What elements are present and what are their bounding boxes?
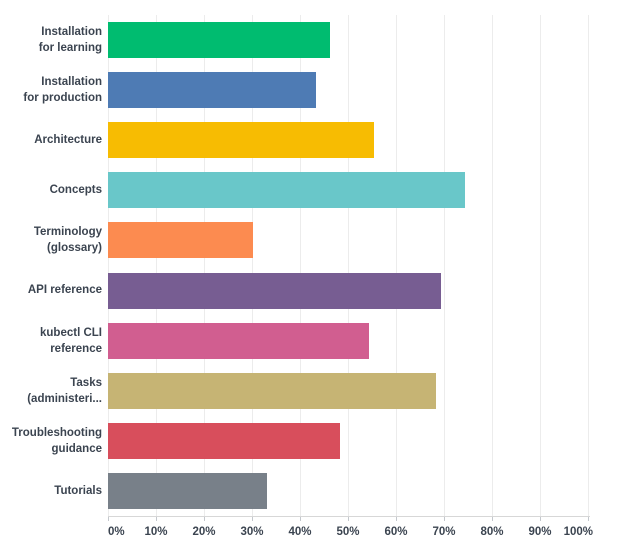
- bar[interactable]: [108, 122, 374, 159]
- x-axis-tick-label: 50%: [336, 526, 360, 538]
- x-axis-tick-labels: 0% 10% 20% 30% 40% 50% 60% 70% 80% 90% 100%: [108, 526, 593, 542]
- tick-mark: [396, 517, 397, 521]
- tick-mark: [348, 517, 349, 521]
- gridline: [587, 15, 589, 516]
- x-axis-tick-label: 90%: [528, 526, 552, 538]
- x-axis-tick-label: 70%: [432, 526, 456, 538]
- x-axis-tick-label: 40%: [288, 526, 312, 538]
- gridline: [251, 15, 253, 516]
- gridline: [539, 15, 541, 516]
- tick-mark: [300, 517, 301, 521]
- gridline: [203, 15, 205, 516]
- gridline: [395, 15, 397, 516]
- bar-row: [108, 366, 588, 416]
- tick-mark: [204, 517, 205, 521]
- x-axis-tick-label: 0%: [108, 526, 125, 538]
- x-axis-line: [108, 516, 590, 517]
- tick-mark: [156, 517, 157, 521]
- category-label: Concepts: [49, 184, 102, 197]
- x-axis-tick-label: 60%: [384, 526, 408, 538]
- bar[interactable]: [108, 72, 316, 109]
- bar-row: [108, 316, 588, 366]
- x-axis-tick-label: 80%: [480, 526, 504, 538]
- gridline: [347, 15, 349, 516]
- bar-row: [108, 466, 588, 516]
- category-label: Architecture: [34, 134, 102, 147]
- x-axis-tick-label: 30%: [240, 526, 264, 538]
- tick-mark: [444, 517, 445, 521]
- bar[interactable]: [108, 372, 436, 409]
- bar[interactable]: [108, 422, 340, 459]
- category-label: Terminology (glossary): [33, 226, 102, 255]
- bar[interactable]: [108, 22, 331, 59]
- gridline: [299, 15, 301, 516]
- category-label: Installation for learning: [38, 25, 102, 55]
- x-axis-tick-label: 20%: [192, 526, 216, 538]
- bar[interactable]: [108, 272, 442, 309]
- tick-mark: [492, 517, 493, 521]
- bar-row: [108, 15, 588, 65]
- tick-mark: [108, 517, 109, 521]
- bar-row: [108, 215, 588, 265]
- bar-row: [108, 416, 588, 466]
- x-axis-tick-label: 10%: [144, 526, 168, 538]
- bar[interactable]: [108, 222, 254, 259]
- tick-mark: [588, 517, 589, 521]
- tick-mark: [252, 517, 253, 521]
- bar-row: [108, 115, 588, 165]
- y-axis-category-labels: Installation for learning Installation fo…: [0, 15, 102, 516]
- bar[interactable]: [108, 472, 268, 509]
- bar[interactable]: [108, 172, 466, 209]
- tick-mark: [540, 517, 541, 521]
- bar-row: [108, 65, 588, 115]
- category-label: Tutorials: [54, 484, 102, 497]
- plot-area: [107, 15, 589, 516]
- bar-row: [108, 165, 588, 215]
- bar[interactable]: [108, 322, 370, 359]
- gridline: [443, 15, 445, 516]
- category-label: Tasks (administeri...: [27, 376, 102, 405]
- category-label: kubectl CLI reference: [40, 326, 102, 355]
- category-label: API reference: [27, 284, 102, 297]
- category-label: Troubleshooting guidance: [11, 426, 102, 455]
- category-label: Installation for production: [23, 76, 102, 105]
- gridline: [107, 15, 109, 516]
- bar-row: [108, 265, 588, 315]
- bar-rows: [108, 15, 588, 516]
- gridline: [491, 15, 493, 516]
- gridline: [155, 15, 157, 516]
- x-axis-tick-label: 100%: [563, 526, 593, 538]
